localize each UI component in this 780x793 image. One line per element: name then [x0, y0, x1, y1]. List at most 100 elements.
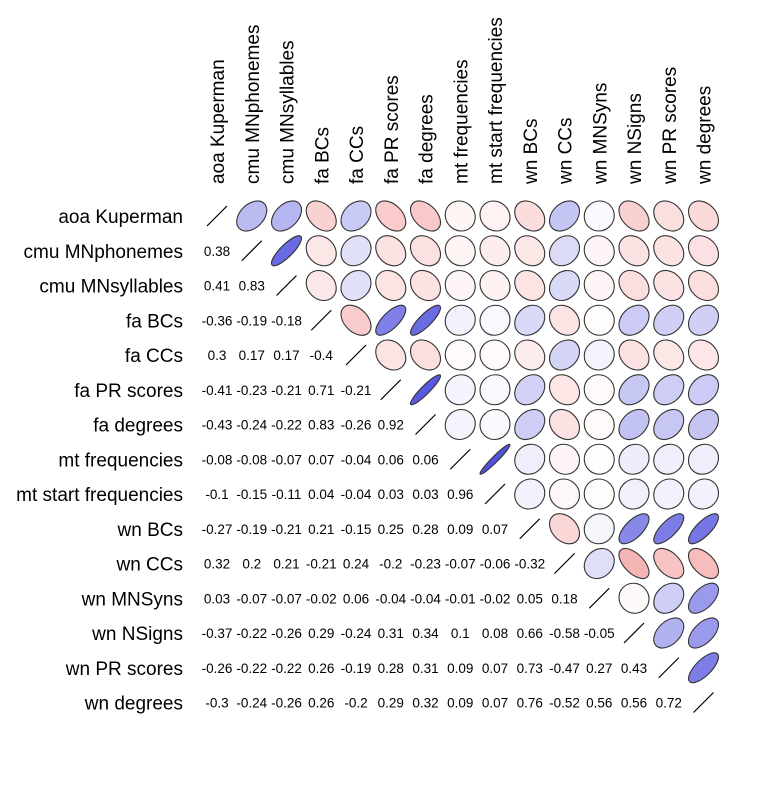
value-wn-bcs-vs-mt-start-frequencies: 0.07 — [482, 522, 508, 537]
value-fa-ccs-vs-cmu-mnphonemes: 0.17 — [239, 348, 265, 363]
diagonal-line — [345, 344, 367, 366]
value-wn-ccs-vs-cmu-mnsyllables: 0.21 — [273, 557, 299, 572]
value-fa-pr-scores-vs-fa-bcs: 0.71 — [308, 383, 334, 398]
ellipse-wn-mnsyns-vs-wn-pr-scores — [653, 582, 685, 614]
value-wn-degrees-vs-cmu-mnphonemes: -0.24 — [236, 696, 267, 711]
ellipse-fa-degrees-vs-wn-nsigns — [618, 408, 650, 441]
column-label-wn-bcs: wn BCs — [521, 119, 542, 185]
ellipse-fa-pr-scores-vs-wn-bcs — [514, 374, 546, 406]
value-wn-mnsyns-vs-cmu-mnphonemes: -0.07 — [236, 591, 267, 606]
ellipse-cmu-mnphonemes-vs-wn-mnsyns — [583, 235, 615, 267]
value-wn-nsigns-vs-wn-bcs: 0.66 — [517, 626, 543, 641]
value-wn-ccs-vs-aoa-kuperman: 0.32 — [204, 557, 230, 572]
ellipse-wn-nsigns-vs-wn-pr-scores — [653, 617, 685, 649]
ellipse-cmu-mnphonemes-vs-wn-ccs — [548, 235, 581, 267]
value-wn-pr-scores-vs-aoa-kuperman: -0.26 — [202, 661, 233, 676]
ellipse-cmu-mnsyllables-vs-wn-mnsyns — [583, 269, 615, 302]
column-label-wn-degrees: wn degrees — [695, 86, 716, 185]
ellipse-aoa-kuperman-vs-wn-degrees — [687, 200, 720, 232]
diagonal-line — [588, 587, 610, 609]
value-wn-bcs-vs-cmu-mnsyllables: -0.21 — [271, 522, 302, 537]
value-wn-nsigns-vs-fa-ccs: -0.24 — [341, 626, 372, 641]
ellipse-aoa-kuperman-vs-wn-pr-scores — [653, 200, 685, 232]
value-mt-start-frequencies-vs-cmu-mnsyllables: -0.11 — [272, 487, 302, 502]
row-label-mt-start-frequencies: mt start frequencies — [16, 485, 183, 506]
value-wn-mnsyns-vs-wn-ccs: 0.18 — [551, 591, 577, 606]
row-label-cmu-mnsyllables: cmu MNsyllables — [39, 277, 183, 298]
column-label-fa-degrees: fa degrees — [417, 94, 438, 184]
column-label-wn-ccs: wn CCs — [556, 117, 577, 185]
ellipse-fa-degrees-vs-wn-bcs — [514, 408, 546, 441]
ellipse-fa-pr-scores-vs-fa-degrees — [409, 374, 442, 406]
ellipse-fa-ccs-vs-wn-degrees — [687, 339, 720, 371]
ellipse-aoa-kuperman-vs-mt-start-frequencies — [479, 200, 511, 232]
value-fa-degrees-vs-cmu-mnsyllables: -0.22 — [271, 418, 302, 433]
ellipse-mt-frequencies-vs-wn-pr-scores — [653, 443, 685, 475]
value-fa-bcs-vs-cmu-mnsyllables: -0.18 — [271, 313, 302, 328]
ellipse-mt-start-frequencies-vs-wn-pr-scores — [653, 478, 685, 510]
ellipse-cmu-mnphonemes-vs-cmu-mnsyllables — [270, 235, 303, 267]
ellipse-aoa-kuperman-vs-fa-bcs — [305, 200, 337, 232]
value-fa-degrees-vs-fa-pr-scores: 0.92 — [378, 418, 404, 433]
ellipse-fa-ccs-vs-wn-ccs — [548, 339, 581, 371]
ellipse-fa-ccs-vs-fa-degrees — [409, 339, 442, 371]
row-label-wn-nsigns: wn NSigns — [91, 624, 183, 645]
ellipse-fa-ccs-vs-mt-start-frequencies — [479, 339, 511, 371]
value-cmu-mnphonemes-vs-aoa-kuperman: 0.38 — [204, 244, 230, 259]
diagonal-line — [519, 518, 541, 540]
column-label-fa-bcs: fa BCs — [312, 127, 333, 184]
ellipse-fa-pr-scores-vs-mt-start-frequencies — [479, 374, 511, 406]
ellipse-fa-bcs-vs-wn-degrees — [687, 304, 720, 336]
ellipse-cmu-mnsyllables-vs-mt-frequencies — [444, 269, 476, 302]
diagonal-line — [380, 379, 402, 401]
value-wn-ccs-vs-fa-ccs: 0.24 — [343, 557, 370, 572]
value-mt-frequencies-vs-fa-bcs: 0.07 — [308, 452, 334, 467]
value-fa-pr-scores-vs-cmu-mnsyllables: -0.21 — [271, 383, 302, 398]
value-wn-pr-scores-vs-cmu-mnphonemes: -0.22 — [236, 661, 267, 676]
value-wn-degrees-vs-fa-degrees: 0.32 — [412, 696, 438, 711]
ellipse-fa-pr-scores-vs-wn-mnsyns — [583, 374, 615, 406]
value-wn-degrees-vs-fa-ccs: -0.2 — [344, 696, 367, 711]
value-cmu-mnsyllables-vs-cmu-mnphonemes: 0.83 — [239, 279, 265, 294]
ellipse-cmu-mnphonemes-vs-wn-bcs — [514, 235, 546, 267]
value-wn-pr-scores-vs-wn-ccs: -0.47 — [549, 661, 580, 676]
ellipse-wn-ccs-vs-wn-nsigns — [618, 547, 650, 580]
value-wn-ccs-vs-mt-start-frequencies: -0.06 — [480, 557, 511, 572]
ellipse-fa-ccs-vs-mt-frequencies — [444, 339, 476, 371]
ellipse-mt-frequencies-vs-wn-nsigns — [618, 443, 650, 475]
value-fa-pr-scores-vs-aoa-kuperman: -0.41 — [202, 383, 233, 398]
ellipse-fa-pr-scores-vs-wn-ccs — [548, 374, 581, 406]
ellipse-wn-nsigns-vs-wn-degrees — [687, 617, 720, 649]
diagonal-line — [276, 275, 297, 296]
value-fa-ccs-vs-fa-bcs: -0.4 — [310, 348, 334, 363]
value-wn-degrees-vs-aoa-kuperman: -0.3 — [205, 696, 228, 711]
ellipse-cmu-mnsyllables-vs-wn-pr-scores — [653, 269, 685, 302]
ellipse-wn-bcs-vs-wn-ccs — [548, 513, 581, 545]
value-mt-frequencies-vs-cmu-mnphonemes: -0.08 — [236, 452, 267, 467]
ellipse-aoa-kuperman-vs-wn-ccs — [548, 200, 581, 232]
value-wn-degrees-vs-fa-bcs: 0.26 — [308, 696, 334, 711]
row-label-fa-ccs: fa CCs — [125, 346, 183, 367]
ellipse-fa-degrees-vs-wn-mnsyns — [583, 408, 615, 441]
row-label-wn-mnsyns: wn MNSyns — [81, 589, 183, 610]
row-label-wn-ccs: wn CCs — [115, 555, 183, 576]
value-mt-start-frequencies-vs-fa-bcs: 0.04 — [308, 487, 335, 502]
value-fa-bcs-vs-aoa-kuperman: -0.36 — [202, 313, 233, 328]
ellipse-fa-ccs-vs-wn-pr-scores — [653, 339, 685, 371]
ellipse-aoa-kuperman-vs-cmu-mnphonemes — [236, 200, 268, 232]
value-mt-frequencies-vs-cmu-mnsyllables: -0.07 — [271, 452, 302, 467]
ellipse-fa-degrees-vs-wn-ccs — [548, 408, 581, 441]
ellipse-cmu-mnsyllables-vs-fa-degrees — [409, 269, 442, 302]
ellipse-mt-frequencies-vs-wn-ccs — [548, 443, 581, 475]
diagonal-line — [241, 240, 263, 262]
ellipse-aoa-kuperman-vs-fa-pr-scores — [375, 200, 407, 232]
value-wn-mnsyns-vs-fa-bcs: -0.02 — [306, 591, 337, 606]
ellipse-cmu-mnphonemes-vs-fa-bcs — [305, 235, 337, 267]
ellipse-wn-pr-scores-vs-wn-degrees — [687, 652, 720, 684]
value-mt-frequencies-vs-aoa-kuperman: -0.08 — [202, 452, 233, 467]
ellipse-mt-start-frequencies-vs-wn-degrees — [687, 478, 720, 510]
column-label-cmu-mnphonemes: cmu MNphonemes — [243, 25, 264, 184]
value-wn-pr-scores-vs-fa-ccs: -0.19 — [341, 661, 372, 676]
value-wn-ccs-vs-fa-degrees: -0.23 — [410, 557, 441, 572]
ellipse-fa-bcs-vs-wn-bcs — [514, 304, 546, 336]
